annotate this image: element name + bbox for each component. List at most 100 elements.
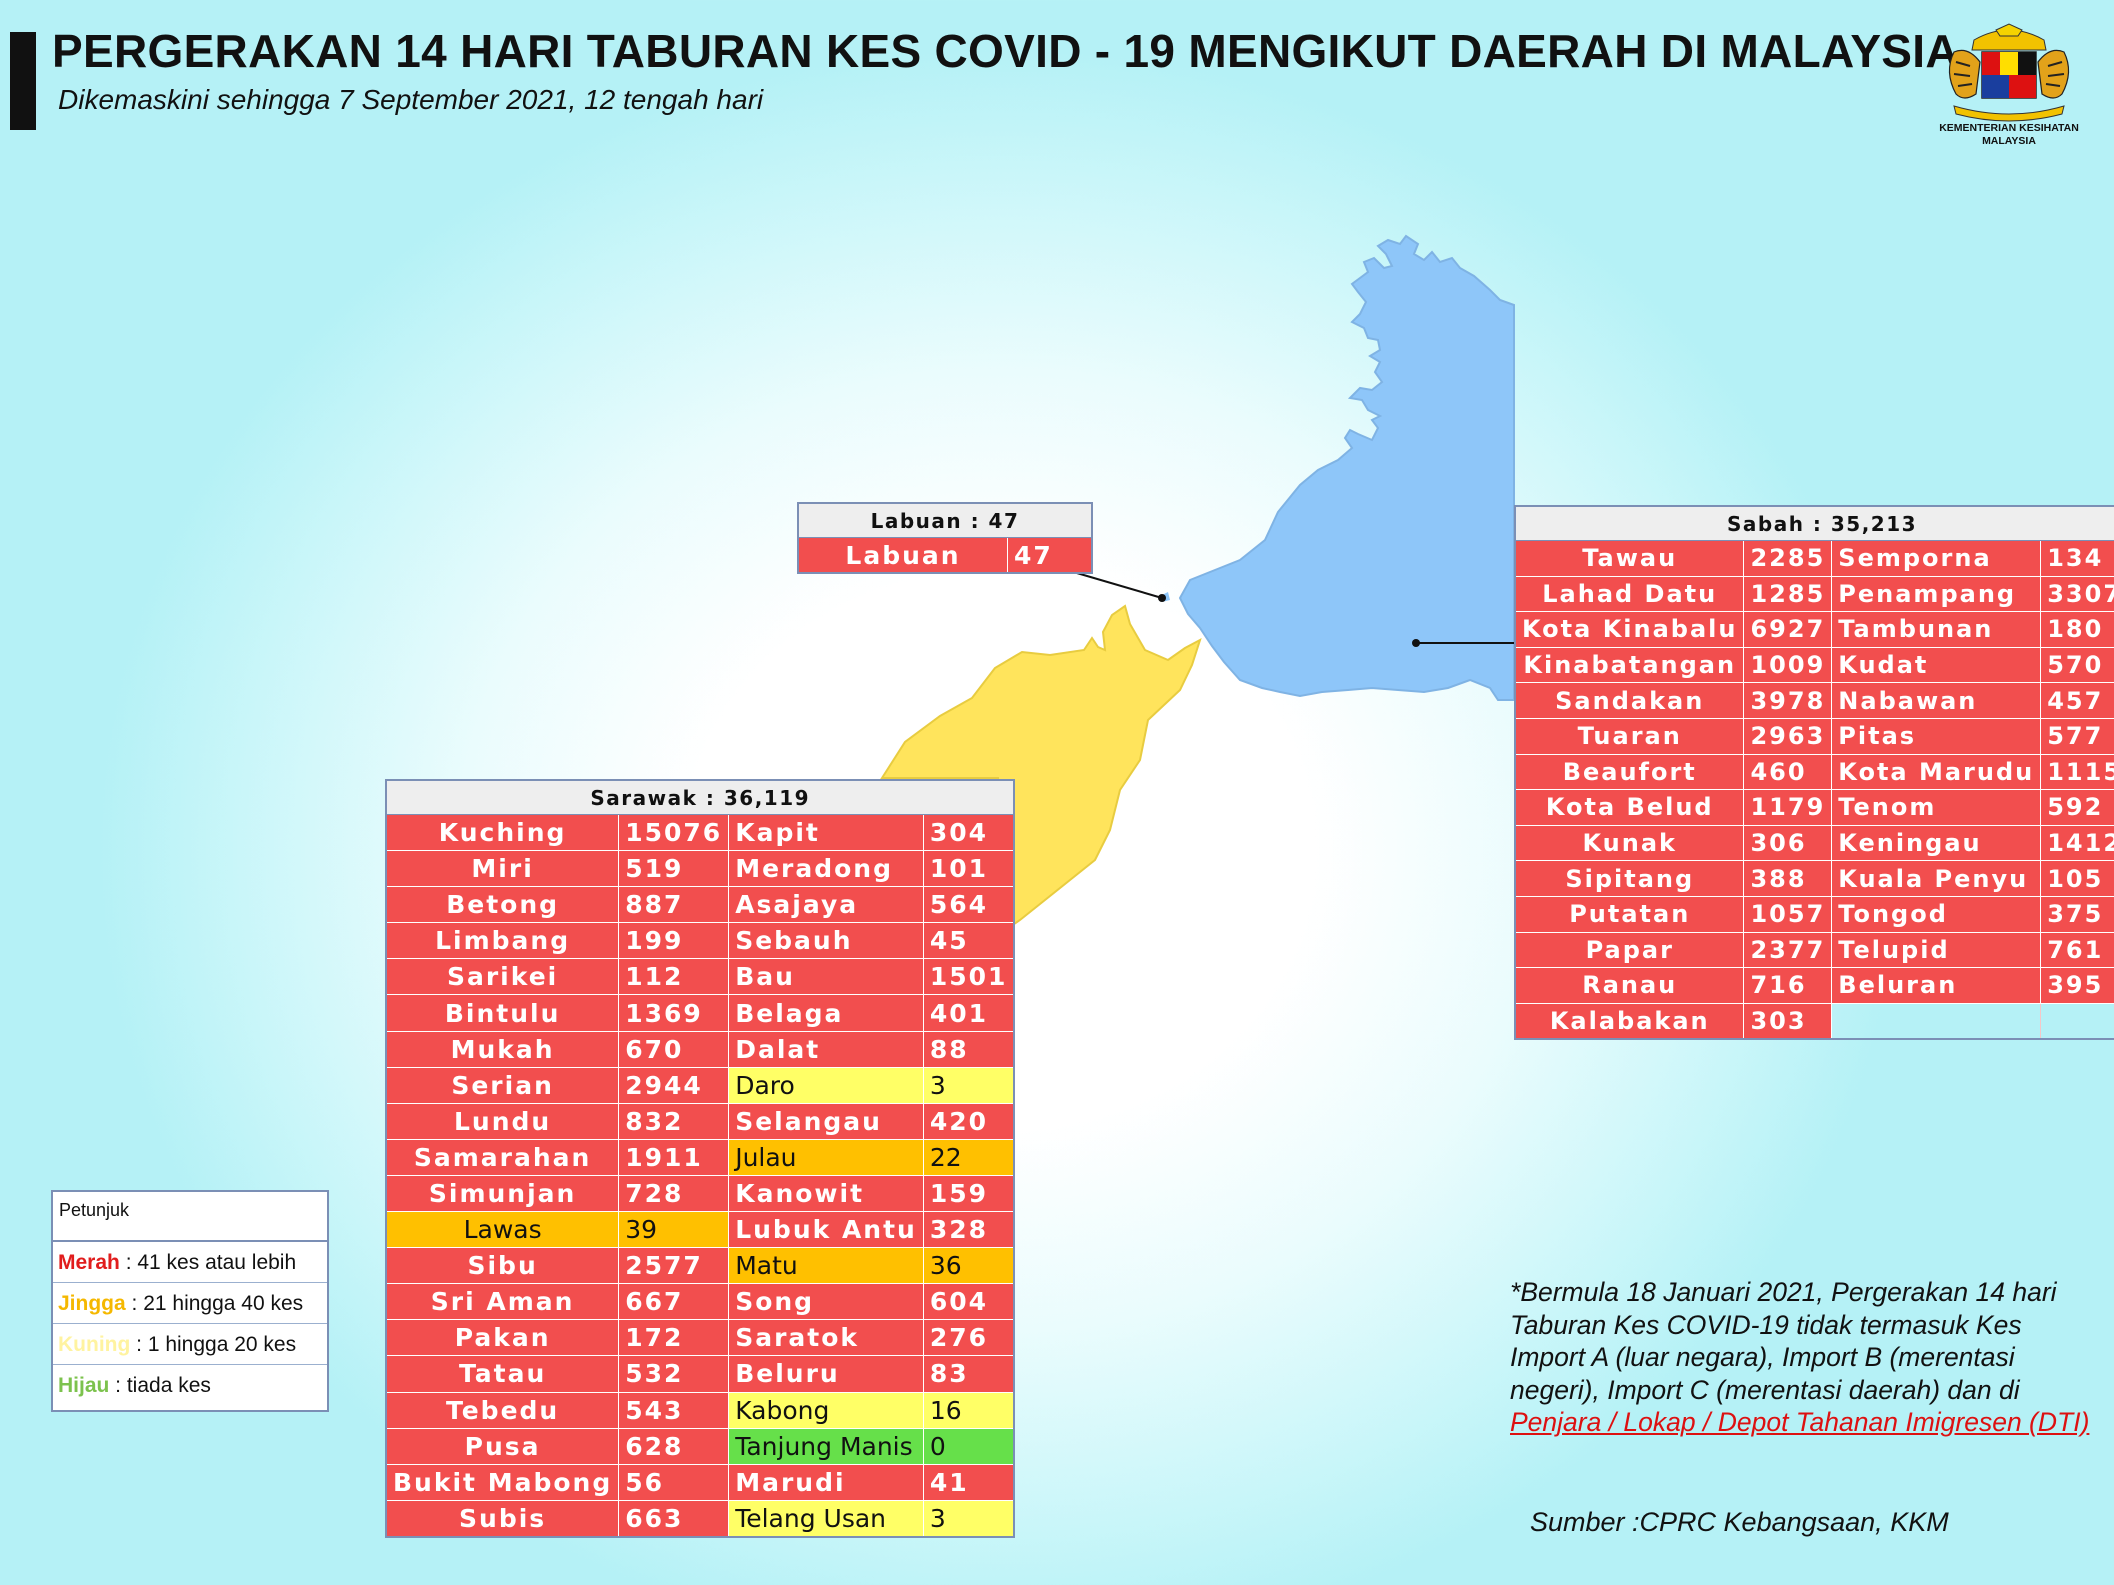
table-row: Kota Kinabalu 6927 Tambunan 180 — [1514, 611, 2114, 648]
district-name: Kuching — [385, 813, 620, 852]
legend-desc: : 21 hingga 40 kes — [125, 1292, 304, 1315]
district-name: Serian — [385, 1066, 620, 1104]
page-title: PERGERAKAN 14 HARI TABURAN KES COVID - 1… — [52, 25, 1959, 77]
district-cases: 1285 — [1743, 575, 1833, 613]
labuan-leader-dot — [1158, 594, 1166, 602]
district-name: Pitas — [1831, 717, 2042, 755]
district-cases: 83 — [922, 1355, 1015, 1393]
district-cases: 56 — [618, 1463, 730, 1501]
district-cases: 22 — [922, 1138, 1015, 1176]
district-cases: 2944 — [618, 1066, 730, 1104]
district-cases: 88 — [922, 1030, 1015, 1068]
district-cases: 663 — [618, 1499, 730, 1538]
district-name: Dalat — [728, 1030, 924, 1068]
table-row: Sri Aman 667 Song 604 — [385, 1283, 1015, 1321]
district-name: Papar — [1514, 931, 1745, 969]
district-cases: 3 — [922, 1499, 1015, 1538]
district-cases: 628 — [618, 1427, 730, 1465]
district-cases: 15076 — [618, 813, 730, 852]
district-cases: 519 — [618, 850, 730, 888]
district-name: Sebauh — [728, 922, 924, 960]
district-name: Lahad Datu — [1514, 575, 1745, 613]
district-cases: 47 — [1007, 537, 1093, 574]
district-name: Penampang — [1831, 575, 2042, 613]
coat-of-arms-icon — [1948, 23, 2070, 122]
district-cases: 1501 — [922, 958, 1015, 996]
district-name: Betong — [385, 886, 620, 924]
district-name: Limbang — [385, 922, 620, 960]
table-row: Pakan 172 Saratok 276 — [385, 1319, 1015, 1357]
district-name: Simunjan — [385, 1174, 620, 1213]
district-name: Bintulu — [385, 994, 620, 1032]
district-cases: 728 — [618, 1174, 730, 1213]
district-name: Kapit — [728, 813, 924, 852]
table-row: Subis 663 Telang Usan 3 — [385, 1499, 1015, 1538]
district-name: Song — [728, 1283, 924, 1321]
district-name: Miri — [385, 850, 620, 888]
district-cases: 3 — [922, 1066, 1015, 1104]
table-row: Samarahan 1911 Julau 22 — [385, 1138, 1015, 1176]
labuan-table: Labuan : 47 Labuan 47 — [797, 502, 1093, 574]
district-name: Pusa — [385, 1427, 620, 1465]
legend-item: Kuning : 1 hingga 20 kes — [53, 1324, 327, 1365]
district-name: Tawau — [1514, 540, 1745, 577]
district-cases: 276 — [922, 1319, 1015, 1357]
district-name: Kinabatangan — [1514, 646, 1745, 684]
district-name: Tebedu — [385, 1391, 620, 1429]
legend-title: Petunjuk — [53, 1192, 327, 1242]
district-name: Bau — [728, 958, 924, 996]
district-cases: 1911 — [618, 1138, 730, 1176]
district-name: Beluru — [728, 1355, 924, 1393]
district-name: Matu — [728, 1247, 924, 1285]
district-cases: 604 — [922, 1283, 1015, 1321]
legend-key: Jingga — [58, 1292, 126, 1315]
legend-key: Hijau — [58, 1374, 110, 1397]
district-cases: 1057 — [1743, 895, 1833, 933]
district-cases: 1179 — [1743, 789, 1833, 826]
legend-key: Kuning — [58, 1333, 131, 1356]
legend-desc: : tiada kes — [109, 1374, 211, 1397]
district-cases: 401 — [922, 994, 1015, 1032]
district-cases: 670 — [618, 1030, 730, 1068]
ministry-name-line2: MALAYSIA — [1982, 135, 2036, 147]
legend-item: Merah : 41 kes atau lebih — [53, 1242, 327, 1283]
district-cases: 761 — [2040, 931, 2114, 969]
table-row: Sarikei 112 Bau 1501 — [385, 958, 1015, 996]
district-name: Kota Marudu — [1831, 753, 2042, 791]
district-cases: 2377 — [1743, 931, 1833, 969]
district-cases: 303 — [1743, 1002, 1833, 1040]
legend-item: Hijau : tiada kes — [53, 1365, 327, 1406]
district-cases: 39 — [618, 1211, 730, 1249]
district-cases: 2285 — [1743, 540, 1833, 577]
district-name: Bukit Mabong — [385, 1463, 620, 1501]
district-cases: 667 — [618, 1283, 730, 1321]
table-row: Labuan 47 — [797, 537, 1093, 574]
table-row: Kunak306Keningau1412 — [1514, 824, 2114, 862]
district-cases: 832 — [618, 1102, 730, 1140]
district-name: Semporna — [1831, 540, 2042, 577]
district-cases: 388 — [1743, 860, 1833, 897]
table-row: Kota Belud 1179 Tenom 592 — [1514, 789, 2114, 826]
district-name: Kota Kinabalu — [1514, 611, 1745, 648]
labuan-header: Labuan : 47 — [797, 502, 1093, 538]
district-name: Sandakan — [1514, 682, 1745, 719]
legend-desc: : 41 kes atau lebih — [119, 1251, 297, 1274]
district-name: Tambunan — [1831, 611, 2042, 648]
district-name: Kudat — [1831, 646, 2042, 684]
district-name: Pakan — [385, 1319, 620, 1357]
footnote-link[interactable]: Penjara / Lokap / Depot Tahanan Imigrese… — [1510, 1407, 2090, 1437]
table-row: Serian 2944 Daro 3 — [385, 1066, 1015, 1104]
district-name: Mukah — [385, 1030, 620, 1068]
sarawak-table: Sarawak : 36,119 Kuching 15076 Kapit 304 Mir… — [385, 779, 1016, 1538]
district-cases: 592 — [2040, 789, 2114, 826]
district-name: Telupid — [1831, 931, 2042, 969]
ministry-name-line1: KEMENTERIAN KESIHATAN — [1939, 122, 2079, 134]
district-name: Tanjung Manis — [728, 1427, 924, 1465]
district-cases: 304 — [922, 813, 1015, 852]
district-cases: 887 — [618, 886, 730, 924]
district-cases: 328 — [922, 1211, 1015, 1249]
district-name: Kanowit — [728, 1174, 924, 1213]
district-cases: 134 — [2040, 540, 2114, 577]
table-row: Lawas 39 Lubuk Antu 328 — [385, 1211, 1015, 1249]
